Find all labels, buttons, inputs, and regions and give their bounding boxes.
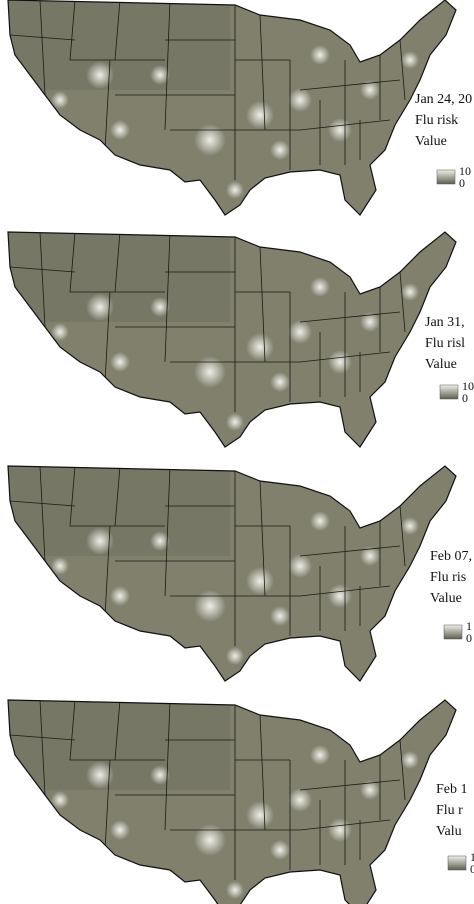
risk-label: Flu risl [425,336,465,351]
date-label: Jan 31, [425,315,465,330]
date-label: Feb 07, [430,549,472,564]
map-panel: Jan 24, 20 Flu risk Value 100 [0,0,472,220]
legend-swatch [436,169,456,185]
legend-min: 0 [466,631,472,645]
map-panel: Jan 31, Flu risl Value 100 [0,232,474,452]
legend-max: 1 [470,850,474,864]
value-label: Value [430,591,462,606]
us-map [0,466,460,686]
date-label: Jan 24, 20 [415,92,472,107]
legend-min: 0 [470,862,474,876]
legend-max: 10 [459,164,471,178]
date-label: Feb 1 [436,782,468,797]
legend-swatch [443,624,463,640]
value-label: Valu [436,824,462,839]
risk-label: Flu ris [430,570,466,585]
us-map [0,700,460,904]
legend-min: 0 [462,391,468,405]
legend-min: 0 [459,176,465,190]
legend-max: 1 [466,619,472,633]
legend-max: 10 [462,379,474,393]
us-map [0,232,460,452]
map-panel: Feb 07, Flu ris Value 10 [0,466,472,686]
risk-label: Flu r [436,803,463,818]
value-label: Value [415,134,447,149]
risk-label: Flu risk [415,113,458,128]
legend-swatch [439,384,459,400]
map-panel: Feb 1 Flu r Valu 10 [0,700,474,904]
us-map [0,0,460,220]
legend-swatch [447,855,467,871]
value-label: Value [425,357,457,372]
